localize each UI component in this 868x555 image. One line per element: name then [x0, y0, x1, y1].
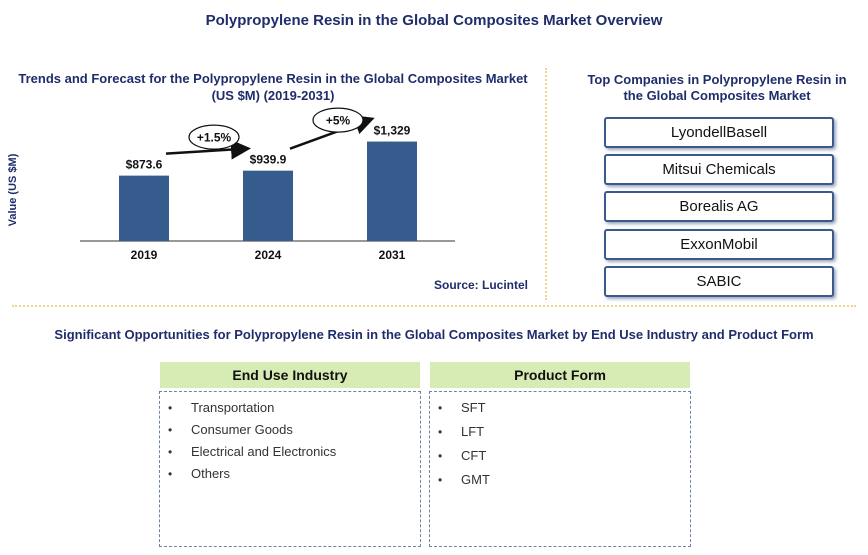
growth-bubble-1: [312, 107, 364, 133]
list-item: • GMT: [438, 472, 490, 487]
end-use-list-box: • Transportation • Consumer Goods • Electri…: [159, 391, 421, 547]
opportunities-title: Significant Opportunities for Polypropyl…: [54, 327, 814, 342]
company-borealis-ag: Borealis AG: [604, 191, 834, 222]
bullet-icon: •: [168, 467, 173, 481]
bullet-icon: •: [168, 423, 173, 437]
bar-chart: $873.6 2019 $939.9 2024 $1,329 2031 +1.5% +5%: [80, 107, 455, 262]
companies-title: Top Companies in Polypropylene Resin in …: [587, 72, 847, 103]
bullet-icon: •: [168, 401, 173, 415]
bar-2019: [119, 175, 169, 241]
tick-label-2024: 2024: [255, 248, 282, 262]
bullet-icon: •: [438, 401, 443, 415]
list-item: • Consumer Goods: [168, 422, 293, 437]
list-item: • Others: [168, 466, 231, 481]
company-sabic: SABIC: [604, 266, 834, 297]
growth-label-1: +5%: [326, 114, 351, 128]
data-label-2024: $939.9: [250, 153, 287, 167]
list-item: • Electrical and Electronics: [168, 444, 337, 459]
growth-arrow-0: [165, 139, 251, 160]
bullet-icon: •: [438, 449, 443, 463]
company-exxonmobil: ExxonMobil: [604, 229, 834, 260]
list-item: • CFT: [438, 448, 487, 463]
list-item: • Transportation: [168, 400, 275, 415]
data-label-2019: $873.6: [126, 158, 163, 172]
list-item: • LFT: [438, 424, 485, 439]
chart-title: Trends and Forecast for the Polypropylen…: [18, 71, 528, 103]
growth-bubble-0: [188, 124, 240, 150]
bar-2024: [243, 170, 293, 241]
growth-label-0: +1.5%: [197, 131, 232, 145]
bullet-icon: •: [438, 425, 443, 439]
page-title: Polypropylene Resin in the Global Compos…: [205, 12, 663, 29]
vertical-divider: [545, 68, 547, 300]
tick-label-2019: 2019: [131, 248, 158, 262]
company-mitsui-chemicals: Mitsui Chemicals: [604, 154, 834, 185]
horizontal-divider: [12, 305, 856, 307]
bullet-icon: •: [438, 473, 443, 487]
bar-2031: [367, 141, 417, 241]
bullet-icon: •: [168, 445, 173, 459]
product-form-list-box: • SFT • LFT • CFT • GMT: [429, 391, 691, 547]
tick-label-2031: 2031: [379, 248, 406, 262]
product-form-header: Product Form: [430, 362, 690, 388]
company-lyondellbasell: LyondellBasell: [604, 117, 834, 148]
source-note: Source: Lucintel: [433, 278, 528, 292]
list-item: • SFT: [438, 400, 486, 415]
end-use-header: End Use Industry: [160, 362, 420, 388]
data-label-2031: $1,329: [374, 124, 411, 138]
